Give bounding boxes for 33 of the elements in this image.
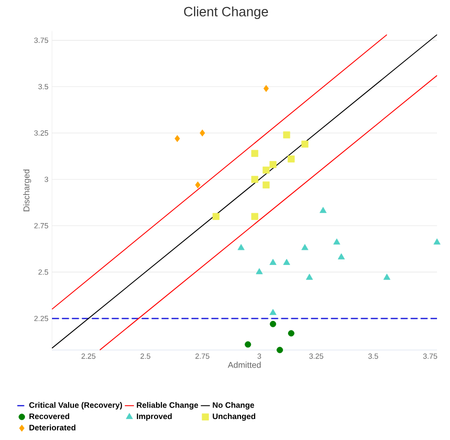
- point: [301, 244, 308, 250]
- point: [251, 212, 258, 220]
- point: [283, 258, 290, 265]
- point: [301, 140, 308, 148]
- point: [283, 131, 290, 138]
- chart-title: Client Change: [184, 6, 268, 20]
- point: [333, 238, 340, 245]
- point: [251, 150, 258, 157]
- point: [200, 130, 206, 136]
- point: [244, 341, 252, 348]
- point: [174, 135, 180, 142]
- point: [262, 166, 270, 174]
- point: [320, 206, 327, 213]
- point: [195, 181, 200, 188]
- x-axis-title: Admitted: [228, 362, 261, 368]
- point: [434, 238, 440, 245]
- point: [288, 330, 294, 336]
- point: [269, 161, 276, 168]
- point: [270, 308, 276, 315]
- point: [270, 320, 276, 328]
- point: [263, 85, 269, 92]
- point: [251, 176, 258, 183]
- point: [270, 258, 276, 265]
- y-axis-title: Discharged: [23, 170, 32, 212]
- point: [212, 212, 220, 220]
- point: [383, 274, 390, 280]
- point: [276, 346, 283, 354]
- point: [262, 181, 270, 188]
- point: [338, 253, 345, 260]
- point: [288, 155, 295, 162]
- point: [306, 274, 313, 280]
- point: [256, 268, 263, 274]
- point: [238, 244, 245, 250]
